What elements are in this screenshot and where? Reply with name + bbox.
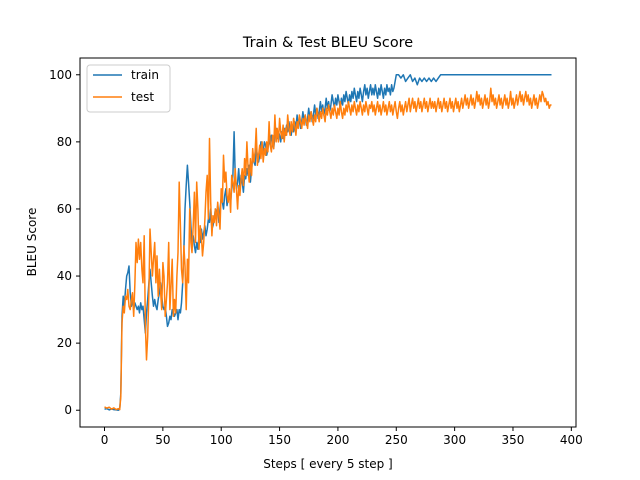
series-line-test <box>104 87 552 411</box>
x-tick-label: 300 <box>443 433 466 447</box>
chart-title: Train & Test BLEU Score <box>242 35 413 51</box>
x-tick-label: 200 <box>326 433 349 447</box>
y-tick-label: 0 <box>64 403 72 417</box>
y-tick-label: 40 <box>57 269 72 283</box>
legend-box <box>86 64 171 113</box>
legend-label-train: train <box>131 68 159 82</box>
x-axis-ticks: 0 50 100 150 200 250 300 350 400 <box>101 427 583 447</box>
legend: train test <box>86 64 171 113</box>
x-tick-label: 150 <box>268 433 291 447</box>
y-tick-label: 60 <box>57 202 72 216</box>
x-tick-label: 50 <box>155 433 170 447</box>
y-tick-label: 20 <box>57 336 72 350</box>
plot-lines <box>104 74 552 411</box>
x-tick-label: 100 <box>210 433 233 447</box>
x-tick-label: 250 <box>385 433 408 447</box>
plot-frame <box>79 57 577 428</box>
y-axis-label: BLEU Score <box>25 208 39 277</box>
legend-label-test: test <box>131 90 154 104</box>
x-tick-label: 0 <box>101 433 109 447</box>
x-axis-label: Steps [ every 5 step ] <box>263 457 393 471</box>
y-tick-label: 80 <box>57 135 72 149</box>
x-tick-label: 350 <box>502 433 525 447</box>
y-axis-ticks: 0 20 40 60 80 100 <box>49 68 80 417</box>
x-tick-label: 400 <box>560 433 583 447</box>
y-tick-label: 100 <box>49 68 72 82</box>
